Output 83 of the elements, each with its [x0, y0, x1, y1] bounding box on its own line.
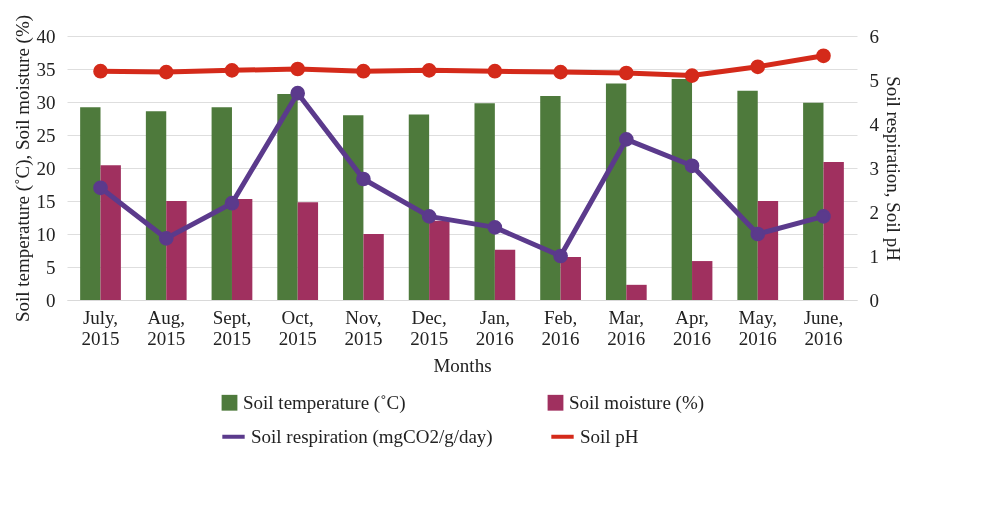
point	[158, 64, 174, 80]
legend-label: Soil moisture (%)	[569, 391, 705, 414]
x-tick-label: Sept, 2015	[212, 306, 252, 349]
bar	[737, 90, 758, 300]
point	[356, 171, 371, 187]
point	[421, 209, 437, 224]
x-tick-label: Nov, 2015	[344, 306, 383, 349]
bar	[408, 114, 430, 300]
point	[553, 64, 568, 80]
bar	[803, 102, 824, 300]
bar	[692, 261, 713, 300]
bar	[757, 201, 779, 300]
legend-label: Soil temperature (˚C)	[243, 391, 406, 414]
y-tick-label: 35	[36, 58, 56, 80]
y-tick-label: 25	[36, 124, 56, 146]
point	[224, 195, 240, 211]
point	[356, 63, 371, 79]
point	[290, 85, 306, 101]
bar	[605, 83, 627, 300]
point	[618, 132, 634, 147]
bar	[166, 201, 187, 300]
x-tick-label: Oct, 2015	[278, 306, 317, 349]
legend-label: Soil pH	[580, 425, 639, 447]
x-tick-label: June, 2016	[803, 306, 844, 349]
bar	[560, 257, 581, 300]
point	[553, 248, 568, 264]
y-tick-label: 5	[46, 256, 56, 278]
x-tick-label: Dec, 2015	[410, 306, 449, 349]
y-axis-title: Soil temperature (˚C), Soil moisture (%)	[11, 14, 34, 323]
bar	[211, 107, 232, 300]
y2-tick-label: 2	[869, 201, 879, 223]
y2-tick-label: 5	[869, 69, 879, 91]
point	[487, 63, 503, 79]
y-tick-label: 40	[36, 25, 56, 47]
bar	[231, 199, 253, 300]
point	[290, 61, 306, 77]
x-axis-title: Months	[433, 354, 492, 376]
point	[684, 158, 700, 174]
bar	[297, 202, 319, 300]
point	[750, 226, 766, 242]
bar	[277, 94, 298, 300]
y2-axis-title: Soil respiration, Soil pH	[883, 76, 904, 262]
y2-tick-label: 6	[869, 25, 879, 47]
x-tick-label: July, 2015	[81, 306, 120, 349]
bar	[540, 96, 561, 300]
point	[421, 63, 437, 78]
point	[487, 220, 503, 235]
y-tick-label: 20	[36, 157, 56, 179]
point	[93, 180, 108, 196]
bar	[671, 78, 693, 300]
bar	[626, 284, 647, 300]
y2-tick-label: 1	[869, 245, 879, 267]
bar	[80, 107, 101, 300]
bar	[100, 165, 121, 300]
x-tick-label: Feb, 2016	[541, 306, 580, 349]
bar	[474, 103, 495, 300]
y-tick-label: 0	[46, 289, 56, 311]
legend-label: Soil respiration (mgCO2/g/day)	[251, 425, 493, 448]
x-tick-label: Apr, 2016	[673, 306, 712, 349]
y-tick-label: 10	[36, 223, 56, 245]
y2-tick-label: 3	[869, 157, 879, 179]
point	[816, 48, 831, 64]
bar	[363, 234, 384, 300]
bar	[343, 115, 364, 300]
x-tick-label: May, 2016	[738, 306, 777, 349]
x-tick-label: Jan, 2016	[475, 306, 514, 349]
point	[684, 68, 700, 83]
x-tick-label: Mar, 2016	[607, 306, 646, 349]
bar	[494, 249, 516, 300]
y2-tick-label: 4	[869, 113, 880, 135]
point	[618, 65, 634, 81]
point	[93, 63, 108, 79]
y2-tick-label: 0	[869, 289, 879, 311]
point	[158, 231, 174, 246]
point	[750, 59, 766, 75]
bar	[145, 111, 167, 300]
bar	[429, 220, 450, 300]
x-tick-label: Aug, 2015	[147, 306, 186, 349]
point	[816, 209, 831, 224]
y-tick-label: 30	[36, 91, 56, 113]
bar	[823, 162, 844, 300]
point	[224, 63, 240, 78]
y-tick-label: 15	[36, 190, 56, 212]
